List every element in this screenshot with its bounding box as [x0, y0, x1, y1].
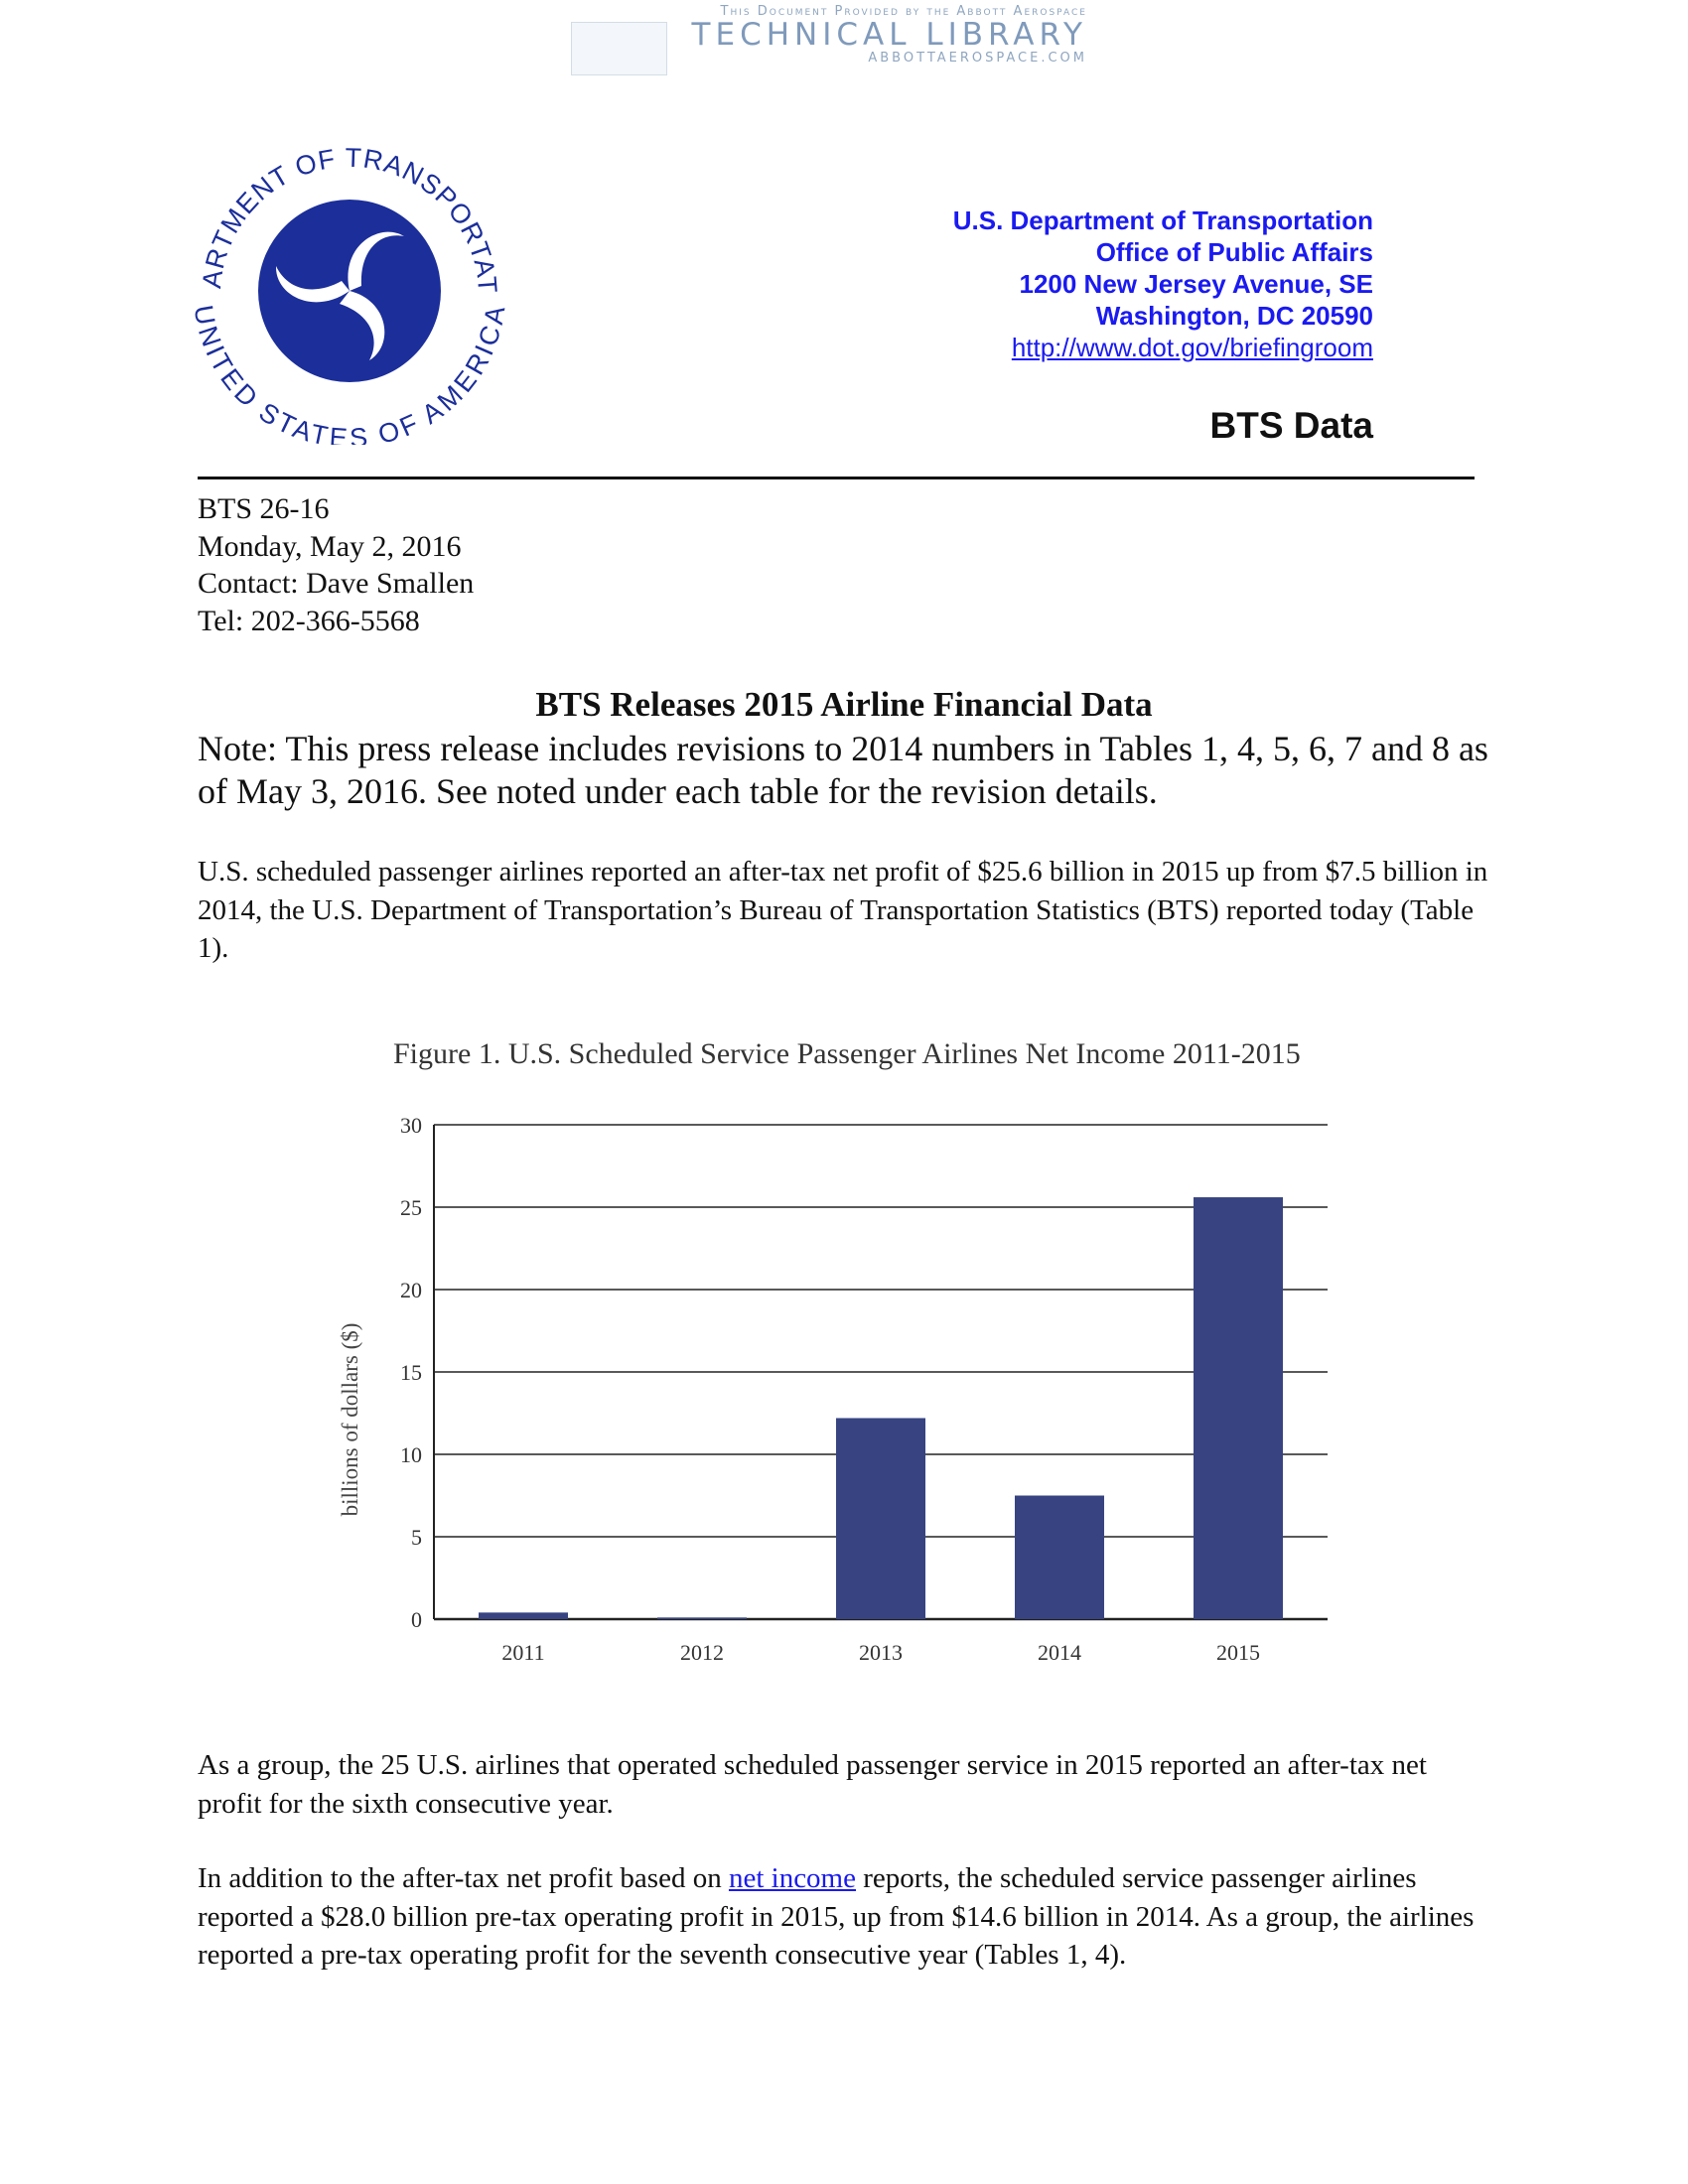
dot-seal-logo: DEPARTMENT OF TRANSPORTATION UNITED STAT…: [191, 127, 508, 445]
y-tick-label: 20: [400, 1278, 422, 1302]
y-axis-label: billions of dollars ($): [338, 1323, 362, 1517]
bar-2013: [836, 1418, 925, 1619]
watermark-line3: ABBOTTAEROSPACE.COM: [868, 51, 1087, 66]
y-tick-label: 15: [400, 1360, 422, 1385]
headline: BTS Releases 2015 Airline Financial Data: [535, 685, 1153, 724]
contact-phone: Tel: 202-366-5568: [198, 604, 420, 637]
y-tick-label: 5: [411, 1525, 422, 1550]
revision-note: Note: This press release includes revisi…: [198, 729, 1488, 811]
x-tick-label: 2013: [859, 1640, 903, 1665]
x-tick-label: 2014: [1038, 1640, 1081, 1665]
chart-title: Figure 1. U.S. Scheduled Service Passeng…: [393, 1037, 1301, 1070]
bar-2015: [1194, 1197, 1283, 1619]
watermark: This Document Provided by the Abbott Aer…: [571, 4, 1087, 75]
contact-address-block: U.S. Department of Transportation Office…: [953, 205, 1373, 363]
x-tick-label: 2011: [501, 1640, 544, 1665]
release-date: Monday, May 2, 2016: [198, 529, 462, 563]
net-income-link[interactable]: net income: [728, 1862, 856, 1894]
office-name: Office of Public Affairs: [1095, 237, 1373, 267]
x-tick-label: 2015: [1216, 1640, 1260, 1665]
section-label: BTS Data: [1209, 405, 1373, 446]
release-number: BTS 26-16: [198, 492, 330, 525]
y-tick-label: 25: [400, 1195, 422, 1220]
y-tick-label: 30: [400, 1113, 422, 1138]
net-income-bar-chart: Figure 1. U.S. Scheduled Service Passeng…: [338, 1037, 1328, 1665]
paragraph-3: In addition to the after-tax net profit …: [198, 1859, 1488, 1975]
watermark-line2: TECHNICAL LIBRARY: [691, 17, 1087, 53]
release-meta: BTS 26-16 Monday, May 2, 2016 Contact: D…: [198, 490, 474, 639]
bar-2014: [1015, 1495, 1104, 1619]
paragraph-3-text-before: In addition to the after-tax net profit …: [198, 1862, 729, 1894]
paragraph-2: As a group, the 25 U.S. airlines that op…: [198, 1749, 1427, 1820]
y-tick-label: 10: [400, 1442, 422, 1467]
org-name: U.S. Department of Transportation: [952, 205, 1373, 235]
briefingroom-link[interactable]: http://www.dot.gov/briefingroom: [1011, 333, 1373, 362]
paragraph-3-text-after: reports, the scheduled service passenger…: [198, 1862, 1475, 1971]
city-address: Washington, DC 20590: [1095, 301, 1373, 331]
watermark-line1: This Document Provided by the Abbott Aer…: [720, 4, 1087, 19]
contact-name: Contact: Dave Smallen: [198, 567, 475, 600]
x-tick-label: 2012: [680, 1640, 724, 1665]
document-icon: [571, 22, 667, 75]
bar-2011: [479, 1612, 568, 1619]
street-address: 1200 New Jersey Avenue, SE: [1019, 269, 1373, 299]
y-tick-label: 0: [411, 1607, 422, 1632]
bar-2012: [657, 1617, 747, 1619]
header-divider: [198, 477, 1475, 479]
paragraph-1: U.S. scheduled passenger airlines report…: [198, 856, 1488, 964]
